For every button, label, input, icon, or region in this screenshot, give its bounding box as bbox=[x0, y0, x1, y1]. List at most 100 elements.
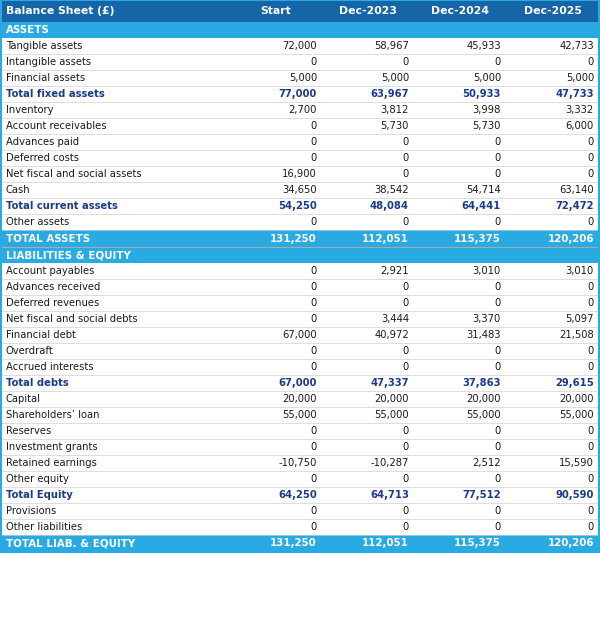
Text: Total fixed assets: Total fixed assets bbox=[6, 89, 105, 99]
Text: 131,250: 131,250 bbox=[270, 538, 317, 548]
Text: 5,000: 5,000 bbox=[566, 73, 594, 83]
Text: 55,000: 55,000 bbox=[283, 410, 317, 420]
Text: 0: 0 bbox=[311, 153, 317, 163]
Text: Dec-2025: Dec-2025 bbox=[524, 6, 581, 16]
Text: 5,097: 5,097 bbox=[566, 314, 594, 324]
Text: 0: 0 bbox=[403, 474, 409, 484]
Text: 64,441: 64,441 bbox=[461, 201, 501, 211]
Text: 5,000: 5,000 bbox=[381, 73, 409, 83]
Bar bbox=[1, 0, 599, 552]
Text: -10,287: -10,287 bbox=[371, 458, 409, 468]
Bar bbox=[1, 38, 599, 54]
Bar bbox=[1, 86, 599, 102]
Text: 0: 0 bbox=[311, 298, 317, 308]
Bar bbox=[1, 247, 599, 263]
Text: Reserves: Reserves bbox=[6, 426, 51, 436]
Bar bbox=[1, 455, 599, 471]
Text: 55,000: 55,000 bbox=[374, 410, 409, 420]
Text: 0: 0 bbox=[495, 474, 501, 484]
Text: 47,733: 47,733 bbox=[556, 89, 594, 99]
Text: 0: 0 bbox=[311, 426, 317, 436]
Text: Shareholders’ loan: Shareholders’ loan bbox=[6, 410, 100, 420]
Text: 0: 0 bbox=[403, 169, 409, 179]
Text: 112,051: 112,051 bbox=[362, 538, 409, 548]
Text: 0: 0 bbox=[588, 426, 594, 436]
Bar bbox=[1, 487, 599, 503]
Text: 3,812: 3,812 bbox=[380, 105, 409, 115]
Text: 0: 0 bbox=[403, 153, 409, 163]
Text: 20,000: 20,000 bbox=[560, 394, 594, 404]
Text: 0: 0 bbox=[495, 153, 501, 163]
Text: 115,375: 115,375 bbox=[454, 538, 501, 548]
Text: 64,713: 64,713 bbox=[370, 490, 409, 500]
Text: Start: Start bbox=[260, 6, 292, 16]
Text: 20,000: 20,000 bbox=[467, 394, 501, 404]
Bar bbox=[1, 198, 599, 214]
Text: 0: 0 bbox=[588, 57, 594, 67]
Text: 55,000: 55,000 bbox=[559, 410, 594, 420]
Text: 21,508: 21,508 bbox=[559, 330, 594, 340]
Text: 0: 0 bbox=[311, 442, 317, 452]
Text: 34,650: 34,650 bbox=[283, 185, 317, 195]
Text: Other assets: Other assets bbox=[6, 217, 69, 227]
Bar bbox=[1, 70, 599, 86]
Text: 0: 0 bbox=[588, 217, 594, 227]
Text: Capital: Capital bbox=[6, 394, 41, 404]
Text: 0: 0 bbox=[588, 474, 594, 484]
Text: 48,084: 48,084 bbox=[370, 201, 409, 211]
Text: 0: 0 bbox=[403, 522, 409, 532]
Text: 72,000: 72,000 bbox=[283, 41, 317, 51]
Text: Deferred costs: Deferred costs bbox=[6, 153, 79, 163]
Text: 40,972: 40,972 bbox=[374, 330, 409, 340]
Text: 15,590: 15,590 bbox=[559, 458, 594, 468]
Text: 0: 0 bbox=[588, 298, 594, 308]
Text: 0: 0 bbox=[403, 506, 409, 516]
Text: 16,900: 16,900 bbox=[282, 169, 317, 179]
Text: Retained earnings: Retained earnings bbox=[6, 458, 97, 468]
Bar bbox=[1, 535, 599, 552]
Text: 58,967: 58,967 bbox=[374, 41, 409, 51]
Text: 0: 0 bbox=[311, 314, 317, 324]
Text: 0: 0 bbox=[495, 506, 501, 516]
Bar bbox=[1, 134, 599, 150]
Text: 0: 0 bbox=[495, 522, 501, 532]
Text: 0: 0 bbox=[588, 522, 594, 532]
Text: 54,714: 54,714 bbox=[466, 185, 501, 195]
Text: 0: 0 bbox=[588, 362, 594, 372]
Text: 0: 0 bbox=[495, 298, 501, 308]
Text: 0: 0 bbox=[403, 217, 409, 227]
Text: 0: 0 bbox=[403, 346, 409, 356]
Text: 0: 0 bbox=[311, 137, 317, 147]
Text: TOTAL LIAB. & EQUITY: TOTAL LIAB. & EQUITY bbox=[6, 538, 135, 548]
Text: Account receivables: Account receivables bbox=[6, 121, 107, 131]
Bar bbox=[1, 391, 599, 407]
Text: 5,730: 5,730 bbox=[473, 121, 501, 131]
Text: 0: 0 bbox=[495, 217, 501, 227]
Text: 77,512: 77,512 bbox=[463, 490, 501, 500]
Text: -10,750: -10,750 bbox=[278, 458, 317, 468]
Text: 0: 0 bbox=[495, 137, 501, 147]
Text: 0: 0 bbox=[403, 426, 409, 436]
Bar bbox=[1, 375, 599, 391]
Bar bbox=[1, 311, 599, 327]
Bar bbox=[1, 102, 599, 118]
Text: Tangible assets: Tangible assets bbox=[6, 41, 82, 51]
Text: 2,921: 2,921 bbox=[380, 266, 409, 276]
Bar bbox=[1, 519, 599, 535]
Text: 0: 0 bbox=[403, 442, 409, 452]
Text: 120,206: 120,206 bbox=[548, 538, 594, 548]
Text: 54,250: 54,250 bbox=[278, 201, 317, 211]
Text: 0: 0 bbox=[588, 282, 594, 292]
Bar bbox=[1, 439, 599, 455]
Bar bbox=[1, 327, 599, 343]
Text: 77,000: 77,000 bbox=[279, 89, 317, 99]
Text: 3,010: 3,010 bbox=[473, 266, 501, 276]
Text: 0: 0 bbox=[495, 362, 501, 372]
Text: 0: 0 bbox=[311, 522, 317, 532]
Text: 0: 0 bbox=[403, 282, 409, 292]
Text: 0: 0 bbox=[495, 57, 501, 67]
Text: 5,000: 5,000 bbox=[289, 73, 317, 83]
Text: Intangible assets: Intangible assets bbox=[6, 57, 91, 67]
Text: 0: 0 bbox=[403, 362, 409, 372]
Bar bbox=[1, 471, 599, 487]
